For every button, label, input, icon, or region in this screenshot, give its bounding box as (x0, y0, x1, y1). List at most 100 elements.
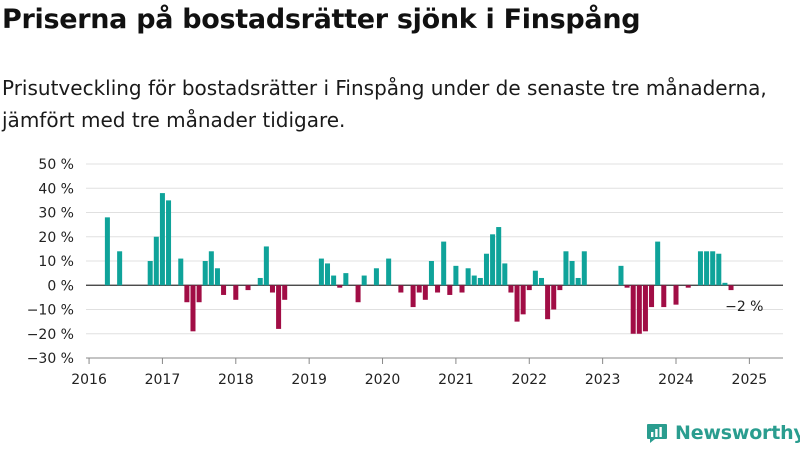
bar (453, 265, 459, 286)
bar (538, 277, 545, 286)
brand-name: Newsworthy (675, 422, 800, 444)
bar (520, 285, 526, 315)
bar (661, 285, 667, 308)
bar (673, 285, 679, 305)
bar (159, 193, 165, 286)
y-tick-label: 40 % (38, 181, 74, 197)
y-tick-label: −30 % (27, 351, 74, 367)
bar (624, 285, 630, 288)
x-tick-label: 2019 (291, 372, 327, 388)
bar (208, 251, 214, 286)
bar (722, 282, 728, 286)
bar (184, 285, 190, 303)
x-tick-label: 2024 (658, 372, 694, 388)
bar (318, 258, 324, 286)
bar (697, 251, 703, 286)
bar (178, 258, 184, 286)
x-tick-label: 2020 (365, 372, 401, 388)
bar (618, 265, 624, 286)
bar (410, 285, 416, 308)
bar (398, 285, 404, 293)
annotation-label: −2 % (725, 299, 763, 315)
bar (447, 285, 453, 295)
bar (502, 263, 508, 286)
bar (459, 285, 465, 293)
bar (551, 285, 557, 310)
x-tick-label: 2018 (218, 372, 254, 388)
bar (630, 285, 636, 334)
bar (263, 246, 269, 286)
bar (557, 285, 563, 291)
x-tick-label: 2016 (71, 372, 107, 388)
bar (117, 251, 123, 286)
bar (196, 285, 202, 303)
bar (269, 285, 275, 293)
y-tick-label: 50 % (38, 157, 74, 173)
bar (545, 285, 551, 320)
bar (428, 261, 434, 286)
chart-title: Priserna på bostadsrätter sjönk i Finspå… (2, 4, 641, 35)
bar (221, 285, 227, 295)
y-tick-label: 30 % (38, 206, 74, 222)
bar (649, 285, 655, 308)
bar (276, 285, 282, 329)
bar (655, 241, 661, 286)
bar (324, 263, 331, 286)
bar (728, 285, 734, 291)
bar (435, 285, 441, 293)
bar (532, 270, 538, 286)
bar (710, 251, 716, 286)
bar (257, 277, 263, 286)
x-tick-label: 2017 (145, 372, 181, 388)
chart-subtitle: Prisutveckling för bostadsrätter i Finsp… (2, 76, 767, 132)
bar (636, 285, 642, 334)
bar (373, 268, 379, 286)
bar (716, 253, 722, 286)
y-tick-label: −20 % (27, 327, 74, 343)
bar (337, 285, 343, 288)
bar (471, 275, 477, 286)
y-tick-label: −10 % (27, 303, 74, 319)
bar (331, 275, 337, 286)
x-tick-label: 2022 (511, 372, 547, 388)
bar (704, 251, 710, 286)
bar (147, 261, 153, 286)
bar (104, 217, 110, 286)
bar (465, 268, 471, 286)
x-tick-label: 2023 (585, 372, 621, 388)
bar (642, 285, 648, 332)
bar (153, 236, 159, 286)
bar (214, 268, 220, 286)
y-tick-label: 0 % (47, 278, 74, 294)
x-tick-label: 2025 (732, 372, 768, 388)
y-tick-label: 20 % (38, 230, 74, 246)
newsworthy-logo-icon (647, 424, 667, 443)
y-tick-label: 10 % (38, 254, 74, 270)
bar (355, 285, 361, 303)
bar (416, 285, 422, 293)
bar (508, 285, 514, 293)
bar (282, 285, 288, 300)
bar (496, 227, 502, 286)
bar (245, 285, 251, 291)
bar (343, 273, 349, 286)
bar (514, 285, 520, 322)
bar (190, 285, 196, 332)
bar (361, 275, 367, 286)
brand[interactable]: Newsworthy (645, 418, 800, 448)
bar (477, 277, 483, 286)
bar (483, 253, 489, 286)
bar (581, 251, 587, 286)
bar (202, 261, 208, 286)
bar (422, 285, 428, 300)
x-tick-label: 2021 (438, 372, 474, 388)
bar (563, 251, 569, 286)
bar (233, 285, 239, 300)
bar (575, 277, 581, 286)
bar (569, 261, 575, 286)
bar (441, 241, 447, 286)
bar (490, 234, 496, 286)
bar (386, 258, 392, 286)
bar (526, 285, 532, 291)
